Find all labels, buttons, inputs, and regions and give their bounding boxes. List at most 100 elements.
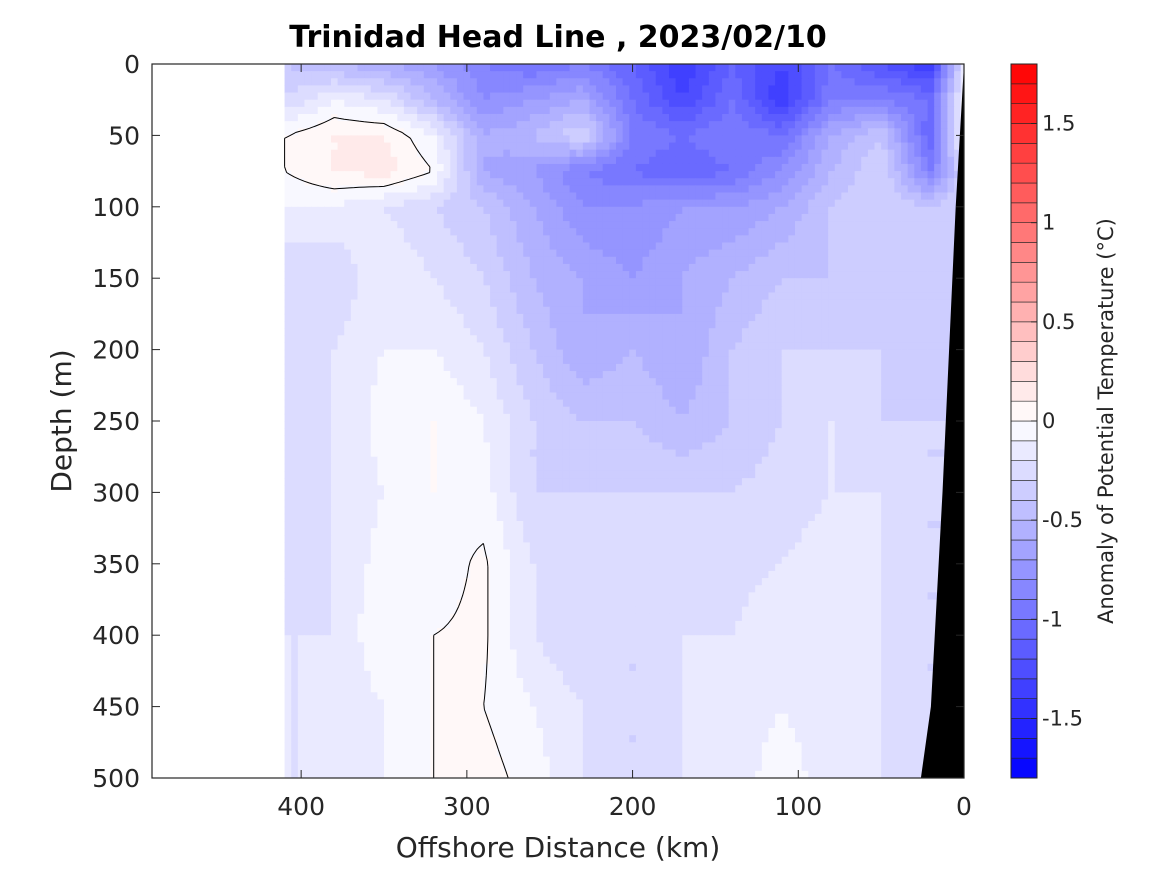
- field-cell: [410, 385, 418, 394]
- field-cell: [801, 256, 809, 265]
- field-cell: [523, 135, 531, 144]
- field-cell: [867, 356, 876, 365]
- field-cell: [808, 149, 816, 158]
- field-cell: [662, 399, 670, 408]
- field-cell: [801, 349, 809, 358]
- field-cell: [582, 149, 591, 158]
- field-cell: [496, 149, 504, 158]
- field-cell: [602, 321, 610, 329]
- field-cell: [682, 263, 690, 272]
- field-cell: [788, 92, 796, 101]
- field-cell: [914, 113, 922, 122]
- field-cell: [755, 256, 763, 265]
- field-cell: [311, 106, 319, 115]
- field-cell: [788, 192, 796, 201]
- field-cell: [297, 171, 306, 179]
- field-cell: [291, 113, 299, 122]
- field-cell: [523, 335, 531, 344]
- field-cell: [768, 392, 776, 401]
- field-cell: [768, 371, 776, 379]
- field-cell: [861, 163, 869, 172]
- field-cell: [437, 299, 445, 308]
- field-cell: [317, 156, 325, 165]
- field-cell: [311, 349, 319, 358]
- field-cell: [881, 163, 889, 172]
- field-cell: [364, 399, 372, 408]
- field-cell: [304, 249, 312, 258]
- field-cell: [655, 363, 663, 372]
- field-cell: [861, 178, 869, 186]
- field-cell: [284, 378, 292, 386]
- field-cell: [450, 363, 458, 372]
- field-cell: [456, 385, 465, 394]
- field-cell: [629, 156, 637, 165]
- field-cell: [669, 335, 677, 344]
- field-cell: [423, 306, 431, 315]
- field-cell: [794, 399, 803, 408]
- field-cell: [317, 306, 325, 315]
- field-cell: [695, 199, 703, 208]
- field-cell: [801, 213, 809, 222]
- field-cell: [496, 128, 504, 136]
- field-cell: [894, 92, 902, 101]
- field-cell: [669, 263, 677, 272]
- field-cell: [828, 256, 836, 265]
- field-cell: [410, 92, 418, 101]
- field-cell: [655, 106, 663, 115]
- field-cell: [708, 349, 717, 358]
- field-cell: [642, 149, 650, 158]
- field-cell: [284, 335, 292, 344]
- field-cell: [741, 78, 750, 87]
- field-cell: [695, 285, 703, 294]
- field-cell: [370, 113, 378, 122]
- field-cell: [755, 142, 763, 151]
- field-cell: [781, 78, 789, 87]
- field-cell: [496, 328, 504, 336]
- field-cell: [814, 321, 823, 329]
- field-cell: [642, 292, 650, 301]
- field-cell: [397, 313, 405, 322]
- field-cell: [311, 206, 319, 215]
- field-cell: [337, 363, 345, 372]
- field-cell: [642, 321, 650, 329]
- field-cell: [509, 406, 518, 415]
- field-cell: [589, 192, 597, 201]
- field-cell: [470, 256, 478, 265]
- field-cell: [403, 278, 412, 286]
- field-cell: [808, 64, 816, 72]
- field-cell: [543, 71, 551, 79]
- field-cell: [284, 178, 292, 186]
- field-cell: [635, 363, 644, 372]
- field-cell: [596, 378, 604, 386]
- field-cell: [821, 328, 829, 336]
- field-cell: [317, 64, 325, 72]
- field-cell: [907, 85, 915, 94]
- field-cell: [708, 99, 717, 108]
- field-cell: [635, 206, 644, 215]
- field-cell: [417, 378, 425, 386]
- field-cell: [828, 113, 836, 122]
- field-cell: [629, 206, 637, 215]
- field-cell: [410, 356, 418, 365]
- field-cell: [867, 199, 876, 208]
- field-cell: [609, 78, 617, 87]
- field-cell: [417, 185, 425, 194]
- field-cell: [675, 349, 683, 358]
- field-cell: [894, 278, 902, 286]
- field-cell: [861, 228, 869, 236]
- field-cell: [854, 306, 862, 315]
- field-cell: [834, 313, 842, 322]
- field-cell: [894, 249, 902, 258]
- field-cell: [284, 192, 292, 201]
- field-cell: [960, 78, 964, 87]
- field-cell: [867, 113, 876, 122]
- field-cell: [848, 228, 856, 236]
- field-cell: [284, 213, 292, 222]
- field-cell: [430, 163, 438, 172]
- field-cell: [417, 335, 425, 344]
- field-cell: [463, 192, 471, 201]
- field-cell: [682, 313, 690, 322]
- field-cell: [867, 206, 876, 215]
- field-cell: [781, 349, 789, 358]
- field-cell: [828, 171, 836, 179]
